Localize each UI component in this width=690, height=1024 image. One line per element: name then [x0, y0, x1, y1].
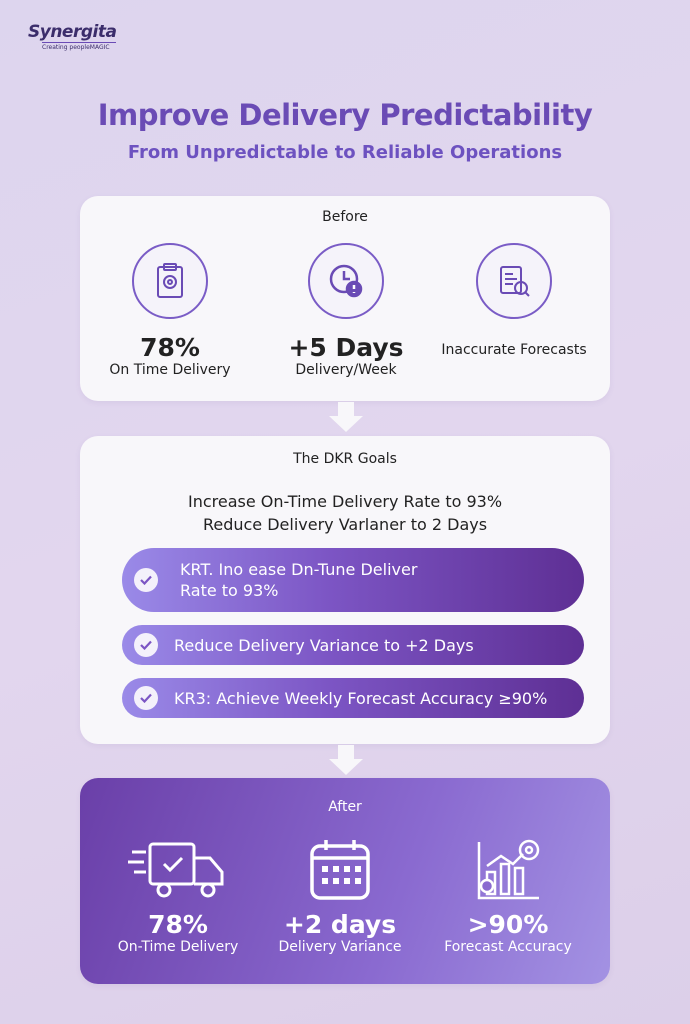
- before-label: Inaccurate Forecasts: [441, 342, 587, 358]
- brand-logo: Synergita Creating peopleMAGIC: [28, 22, 117, 51]
- check-icon: [134, 633, 158, 657]
- dkr-goals-card: The DKR Goals Increase On-Time Delivery …: [80, 436, 610, 744]
- goal-line: Increase On-Time Delivery Rate to 93%: [187, 492, 503, 511]
- page-subtitle: From Unpredictable to Reliable Operation…: [127, 142, 563, 163]
- after-item: >90% Forecast Accuracy: [418, 838, 598, 956]
- brand-tagline: Creating peopleMAGIC: [42, 42, 117, 51]
- after-label: Delivery Variance: [278, 939, 402, 955]
- after-item: +2 days Delivery Variance: [250, 838, 430, 956]
- before-value: 78%: [140, 333, 200, 362]
- calendar-icon: [310, 840, 370, 900]
- key-result-text: KRT. Ino ease Dn-Tune Deliver Rate to 93…: [180, 560, 418, 600]
- after-item: 78% On-Time Delivery: [88, 838, 268, 956]
- before-item: +5 Days Delivery/Week: [256, 243, 436, 379]
- before-value: +5 Days: [288, 333, 404, 362]
- after-card: After 78% On-Time Delivery +2 days Deliv…: [80, 778, 610, 984]
- goals-header: The DKR Goals: [293, 451, 397, 467]
- page-title: Improve Delivery Predictability: [97, 98, 593, 132]
- after-label: On-Time Delivery: [117, 939, 239, 955]
- before-label: On Time Delivery: [109, 362, 231, 378]
- before-header: Before: [322, 209, 368, 225]
- before-card: Before 78% On Time Delivery +5 Days Deli…: [80, 196, 610, 401]
- down-arrow-icon: [329, 745, 363, 775]
- before-item: 78% On Time Delivery: [80, 243, 260, 379]
- key-result-pill: KRT. Ino ease Dn-Tune Deliver Rate to 93…: [122, 548, 584, 612]
- key-result-text: KR3: Achieve Weekly Forecast Accuracy ≥9…: [174, 688, 548, 708]
- delivery-truck-icon: [128, 842, 224, 898]
- brand-name: Synergita: [28, 22, 117, 42]
- after-header: After: [328, 799, 362, 815]
- before-label: Delivery/Week: [295, 362, 397, 378]
- goal-line: Reduce Delivery Varlaner to 2 Days: [202, 515, 488, 534]
- after-value: 78%: [148, 910, 208, 939]
- check-icon: [134, 686, 158, 710]
- clipboard-gear-icon: [132, 243, 208, 319]
- check-icon: [134, 568, 158, 592]
- goals-objective: Increase On-Time Delivery Rate to 93% Re…: [80, 490, 610, 536]
- key-result-pill: KR3: Achieve Weekly Forecast Accuracy ≥9…: [122, 678, 584, 718]
- after-label: Forecast Accuracy: [444, 939, 572, 955]
- key-result-text: Reduce Delivery Variance to +2 Days: [174, 635, 474, 655]
- after-value: >90%: [467, 910, 549, 939]
- chart-target-icon: [477, 839, 540, 900]
- after-value: +2 days: [283, 910, 397, 939]
- clock-alert-icon: [308, 243, 384, 319]
- before-item: Inaccurate Forecasts: [424, 243, 604, 359]
- key-result-pill: Reduce Delivery Variance to +2 Days: [122, 625, 584, 665]
- report-search-icon: [476, 243, 552, 319]
- down-arrow-icon: [329, 402, 363, 432]
